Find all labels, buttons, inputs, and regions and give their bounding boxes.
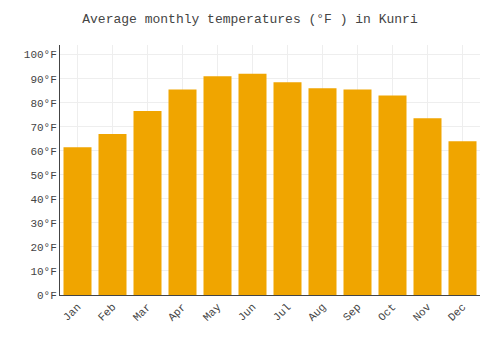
svg-text:40°F: 40°F — [30, 194, 56, 206]
svg-text:Dec: Dec — [446, 301, 468, 323]
svg-text:0°F: 0°F — [37, 290, 57, 302]
svg-text:Feb: Feb — [96, 301, 118, 323]
svg-text:Jul: Jul — [271, 301, 293, 323]
svg-text:10°F: 10°F — [30, 266, 56, 278]
svg-text:30°F: 30°F — [30, 218, 56, 230]
svg-text:80°F: 80°F — [30, 98, 56, 110]
svg-text:100°F: 100°F — [24, 49, 57, 61]
svg-text:20°F: 20°F — [30, 242, 56, 254]
svg-text:May: May — [201, 301, 224, 324]
svg-text:Oct: Oct — [376, 301, 398, 323]
svg-text:Jan: Jan — [61, 301, 83, 323]
svg-text:Jun: Jun — [236, 301, 258, 323]
svg-text:60°F: 60°F — [30, 146, 56, 158]
svg-text:Sep: Sep — [341, 301, 363, 323]
svg-text:Apr: Apr — [166, 301, 188, 323]
svg-text:70°F: 70°F — [30, 122, 56, 134]
svg-text:Average monthly temperatures (: Average monthly temperatures (°F ) in Ku… — [82, 12, 418, 27]
svg-text:90°F: 90°F — [30, 74, 56, 86]
svg-text:Aug: Aug — [306, 301, 328, 323]
svg-text:Mar: Mar — [131, 301, 153, 323]
svg-text:50°F: 50°F — [30, 170, 56, 182]
svg-text:Nov: Nov — [411, 301, 434, 324]
